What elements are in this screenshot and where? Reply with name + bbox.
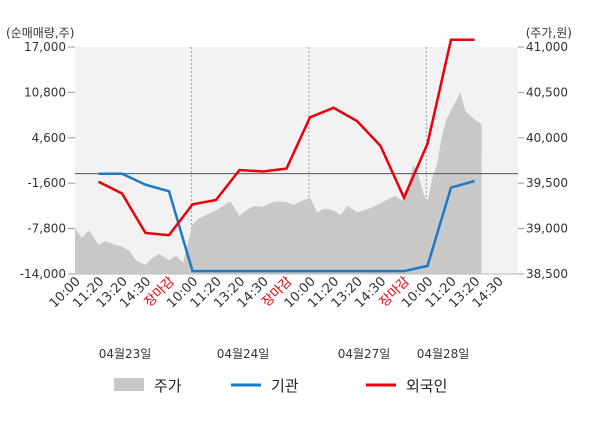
foreign-line — [97, 38, 475, 237]
legend-label: 외국인 — [406, 377, 447, 395]
left-axis-unit: (순매매량,주) — [6, 26, 74, 40]
legend-label: 주가 — [154, 377, 182, 395]
legend-label: 기관 — [271, 377, 299, 395]
institution-line — [98, 172, 475, 273]
right-axis-unit: (주가,원) — [526, 26, 572, 40]
left-tick-label: -1,600 — [27, 176, 66, 190]
legend: 주가 기관 외국인 — [114, 377, 447, 395]
date-label: 04월24일 — [217, 347, 270, 361]
price-area-series — [75, 92, 482, 275]
left-tick-label: 4,600 — [32, 131, 66, 145]
left-axis-ticks: 17,000 10,800 4,600 -1,600 -7,800 -14,000 — [20, 40, 75, 281]
left-tick-label: 17,000 — [24, 40, 66, 54]
right-tick-label: 39,000 — [526, 222, 568, 236]
right-tick-label: 41,000 — [526, 40, 568, 54]
date-label: 04월23일 — [99, 347, 152, 361]
left-tick-label: -14,000 — [20, 267, 66, 281]
legend-swatch-price — [114, 378, 144, 391]
left-tick-label: -7,800 — [27, 222, 66, 236]
date-label: 04월28일 — [417, 347, 470, 361]
left-tick-label: 10,800 — [24, 85, 66, 99]
right-tick-label: 39,500 — [526, 176, 568, 190]
right-tick-label: 38,500 — [526, 267, 568, 281]
date-labels: 04월23일 04월24일 04월27일 04월28일 — [99, 347, 470, 361]
right-tick-label: 40,500 — [526, 85, 568, 99]
x-axis-ticks: 10:0011:2013:2014:30장마감10:0011:2013:2014… — [47, 274, 507, 311]
date-label: 04월27일 — [338, 347, 391, 361]
right-tick-label: 40,000 — [526, 131, 568, 145]
right-axis-ticks: 41,000 40,500 40,000 39,500 39,000 38,500 — [518, 40, 568, 281]
